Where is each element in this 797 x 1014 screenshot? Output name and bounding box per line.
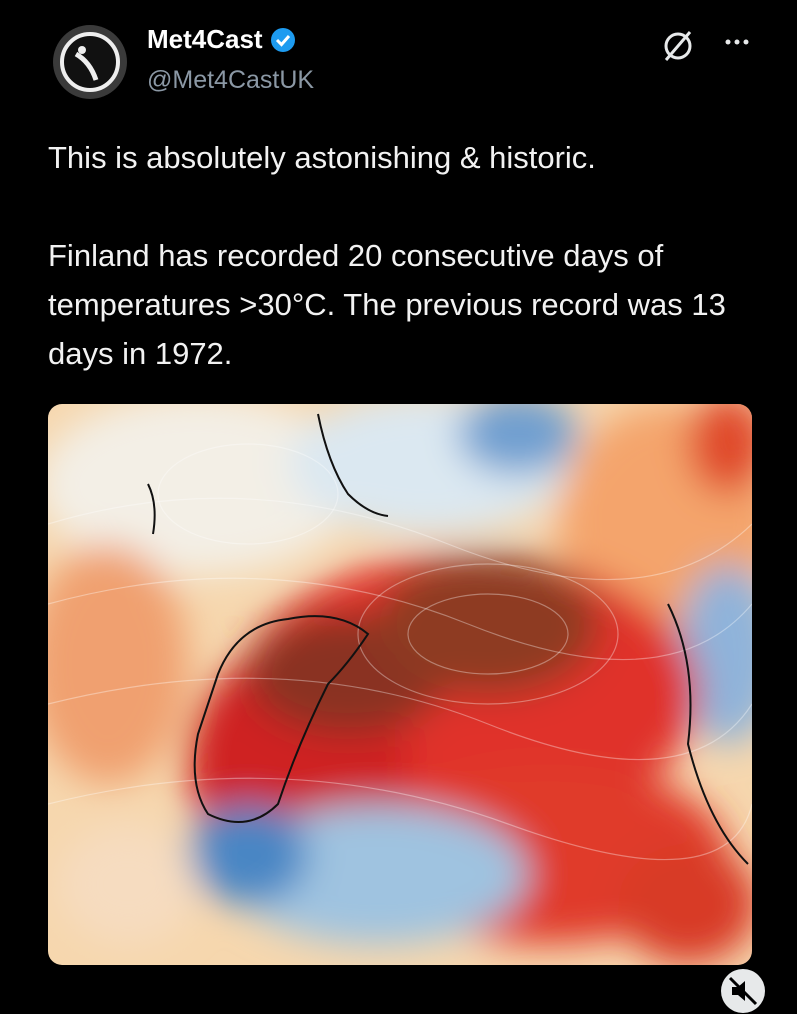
mute-button[interactable] xyxy=(720,968,766,1014)
avatar[interactable] xyxy=(52,24,128,100)
verified-badge xyxy=(270,27,295,52)
post-text: Finland has recorded 20 consecutive days… xyxy=(48,238,726,371)
author-handle[interactable]: @Met4CastUK xyxy=(147,66,315,94)
post-text: This is absolutely astonishing & histori… xyxy=(48,140,596,175)
temperature-map[interactable] xyxy=(48,404,752,965)
post-actions[interactable] xyxy=(660,26,760,66)
author-name-row[interactable]: Met4Cast xyxy=(147,24,297,55)
author-name[interactable]: Met4Cast xyxy=(147,24,263,54)
